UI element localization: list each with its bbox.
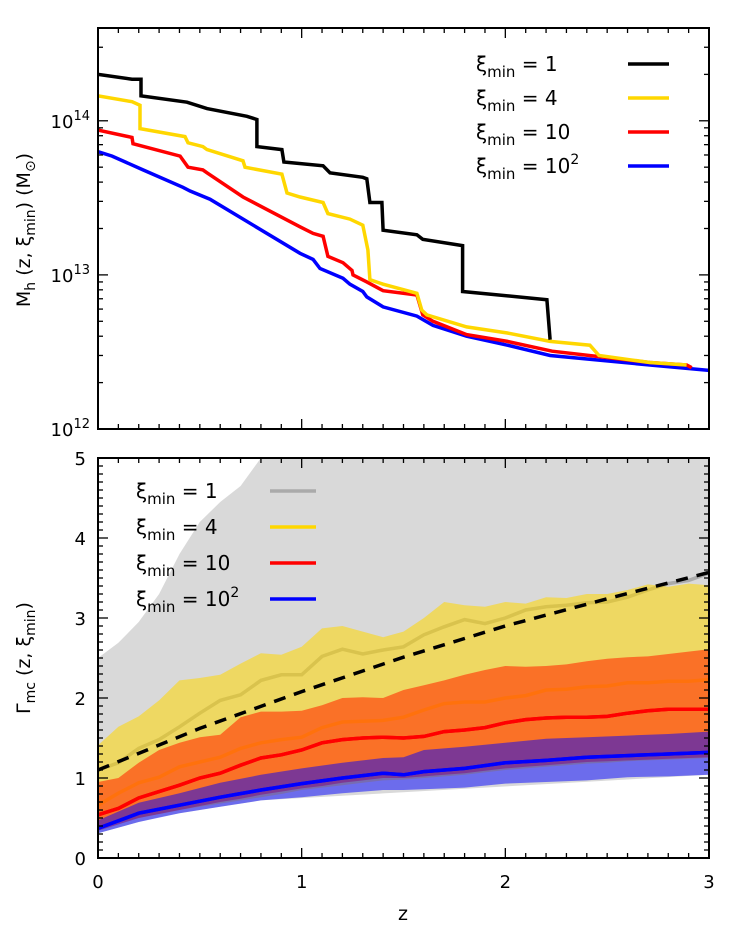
y-tick-label: 1 (75, 769, 86, 790)
label-part: 10 (51, 420, 74, 441)
top-legend-entry-label: ξmin = 102 (476, 152, 579, 183)
label-part: ξ (476, 86, 487, 110)
label-part: 14 (73, 109, 90, 124)
label-part: min (147, 562, 175, 580)
median-line (98, 707, 709, 817)
label-part: ξ (136, 587, 147, 611)
label-part: min (23, 609, 39, 635)
label-part: = 10 (175, 551, 230, 575)
label-part: ) (13, 153, 35, 160)
bottom-y-axis-label: Γmc (z, ξmin) (13, 602, 39, 714)
label-part: min (147, 490, 175, 508)
label-part: 10 (51, 112, 74, 133)
label-part: = 4 (515, 86, 557, 110)
label-part: = 10 (515, 154, 570, 178)
top-y-axis-label: Mh (z, ξmin) (M⊙) (13, 153, 39, 307)
median-line (98, 750, 709, 831)
label-part: min (487, 97, 515, 115)
bottom-legend-entry-label: ξmin = 4 (136, 515, 218, 544)
top-legend-entry-label: ξmin = 4 (476, 86, 558, 115)
x-axis-label: z (398, 903, 408, 925)
y-tick-label: 2 (75, 689, 86, 710)
x-tick-label: 3 (703, 872, 714, 893)
label-part: ⊙ (23, 160, 39, 172)
mass-history-line (98, 128, 693, 370)
label-part: mc (23, 682, 39, 703)
label-part: (z, ξ (13, 236, 35, 282)
label-part: h (23, 282, 39, 291)
label-part: = 10 (175, 587, 230, 611)
y-tick-label: 4 (75, 529, 86, 550)
label-part: 13 (73, 263, 90, 278)
y-tick-label: 0 (75, 849, 86, 870)
y-tick-label: 3 (75, 609, 86, 630)
top-legend-entry-label: ξmin = 10 (476, 120, 570, 149)
label-part: Γ (13, 703, 35, 714)
label-part: 10 (51, 266, 74, 287)
label-part: 2 (230, 585, 239, 601)
label-part: min (487, 165, 515, 183)
label-part: = 4 (175, 515, 217, 539)
label-part: ξ (476, 120, 487, 144)
x-tick-label: 2 (500, 872, 511, 893)
y-tick-label: 1013 (51, 263, 90, 287)
label-part: M (13, 291, 35, 307)
mass-history-line (98, 150, 709, 373)
label-part: min (147, 526, 175, 544)
label-part: min (23, 209, 39, 235)
top-legend-entry-label: ξmin = 1 (476, 52, 558, 81)
label-part: min (487, 131, 515, 149)
label-part: ) (M (13, 172, 35, 209)
label-part: ξ (476, 154, 487, 178)
label-part: = 1 (175, 479, 217, 503)
label-part: ) (13, 602, 35, 609)
label-part: 12 (73, 417, 90, 432)
x-tick-label: 1 (296, 872, 307, 893)
y-tick-label: 5 (75, 449, 86, 470)
label-part: ξ (136, 479, 147, 503)
bottom-legend-entry-label: ξmin = 1 (136, 479, 218, 508)
label-part: ξ (136, 551, 147, 575)
y-tick-label: 1014 (51, 109, 90, 133)
top-panel-frame (97, 27, 710, 430)
x-tick-label: 0 (92, 872, 103, 893)
label-part: (z, ξ (13, 636, 35, 682)
bottom-legend-entry-label: ξmin = 102 (136, 585, 239, 616)
label-part: ξ (476, 52, 487, 76)
mass-history-line (98, 72, 552, 340)
mass-history-line (98, 94, 687, 367)
y-tick-label: 1012 (51, 417, 90, 441)
bottom-panel-plot-area (98, 458, 709, 834)
label-part: min (487, 63, 515, 81)
reference-dashed-line (98, 570, 709, 772)
scatter-band (98, 731, 709, 834)
top-panel-plot-area (98, 72, 709, 373)
label-part: = 1 (515, 52, 557, 76)
label-part: = 10 (515, 120, 570, 144)
label-part: min (147, 598, 175, 616)
bottom-legend-entry-label: ξmin = 10 (136, 551, 230, 580)
label-part: ξ (136, 515, 147, 539)
label-part: 2 (570, 152, 579, 168)
